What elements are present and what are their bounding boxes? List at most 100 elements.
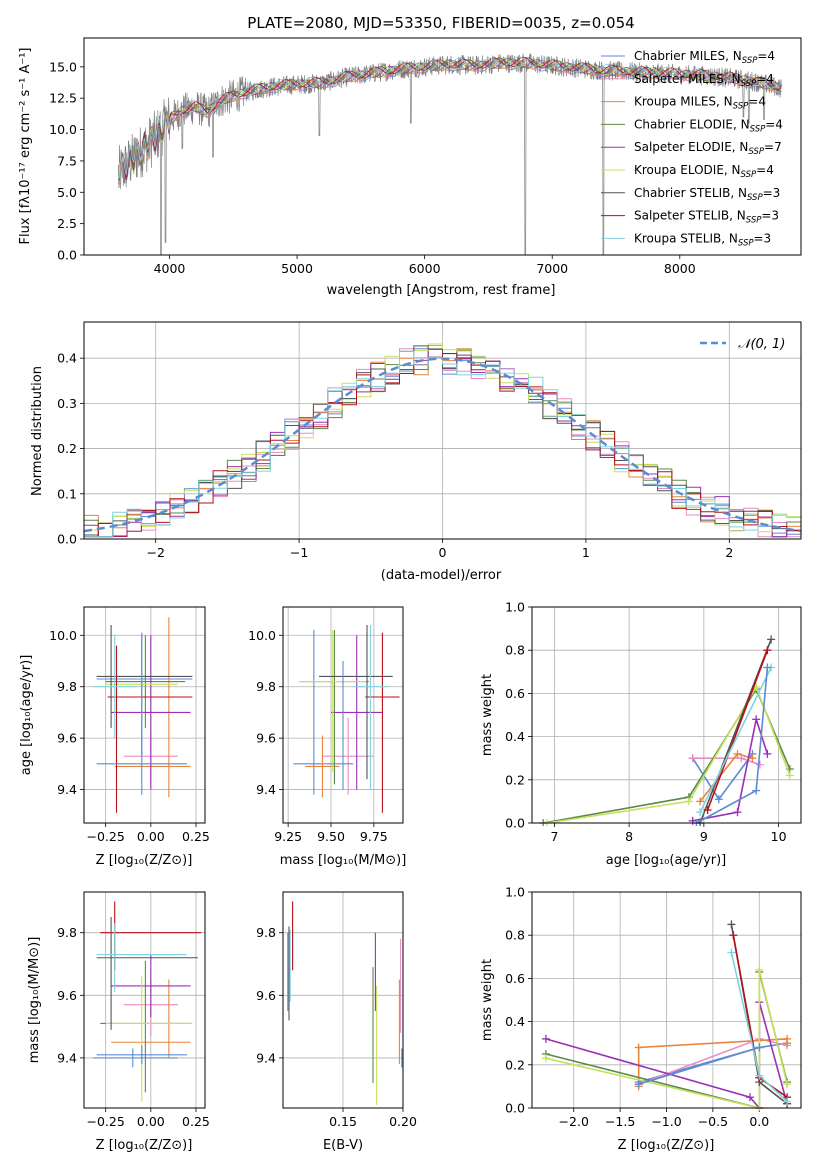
z-weight-xtick-label: −0.5 xyxy=(698,1114,728,1129)
age-weight-series-8 xyxy=(706,649,769,811)
z-weight-ytick-label: 0.0 xyxy=(505,1101,525,1116)
ebv-mass-ytick-label: 9.4 xyxy=(256,1050,276,1065)
legend-label-rest: =4 xyxy=(757,49,775,63)
spectrum-ytick-label: 0.0 xyxy=(57,248,77,263)
z-age-ytick-label: 9.4 xyxy=(57,782,77,797)
legend-subscript: SSP xyxy=(741,170,757,180)
legend-label-4: Chabrier ELODIE, NSSP=4 xyxy=(634,117,783,134)
legend-label-9: Kroupa STELIB, NSSP=3 xyxy=(634,231,771,248)
ebv-mass-xtick-label: 0.15 xyxy=(329,1114,357,1129)
spectrum-ytick-label: 12.5 xyxy=(49,91,77,106)
mass-age-ytick-label: 9.6 xyxy=(256,731,276,746)
age-weight-xtick-label: 8 xyxy=(625,829,633,844)
legend-label-rest: =4 xyxy=(765,117,783,131)
z-mass-axes xyxy=(83,891,206,1109)
age-weight-xtick-label: 10 xyxy=(771,829,787,844)
z-age-xtick-label: 0.00 xyxy=(137,829,165,844)
residuals-xtick-label: −2 xyxy=(146,545,164,560)
residuals-ytick-label: 0.1 xyxy=(57,486,77,501)
spectrum-xtick-label: 5000 xyxy=(281,261,313,276)
ebv-mass-axes xyxy=(282,891,404,1109)
z-age-xtick-label: 0.25 xyxy=(182,829,210,844)
legend-subscript: SSP xyxy=(747,193,763,203)
spectrum-ytick-label: 15.0 xyxy=(49,59,77,74)
age-weight-marks xyxy=(539,635,794,826)
spectrum-xtick-label: 8000 xyxy=(664,261,696,276)
histogram-step-9 xyxy=(84,350,801,538)
legend-label-rest: =3 xyxy=(761,209,779,223)
legend-label-6: Kroupa ELODIE, NSSP=4 xyxy=(634,163,774,180)
mass-age-xtick-label: 9.50 xyxy=(317,829,345,844)
mass-age-ytick-label: 9.4 xyxy=(256,782,276,797)
legend-subscript: SSP xyxy=(738,238,754,248)
legend-label-rest: =4 xyxy=(756,72,774,86)
legend-label-rest: =4 xyxy=(756,163,774,177)
age-weight-ytick-label: 0.4 xyxy=(505,729,525,744)
z-weight-ytick-label: 0.4 xyxy=(505,1014,525,1029)
z-weight-ytick-label: 1.0 xyxy=(505,885,525,900)
residuals-xtick-label: 0 xyxy=(439,545,447,560)
residuals-axes xyxy=(83,321,802,540)
z-weight-xtick-label: −1.0 xyxy=(651,1114,681,1129)
age-weight-xtick-label: 7 xyxy=(550,829,558,844)
residuals-xlabel: (data-model)/error xyxy=(381,568,502,583)
residuals-ytick-label: 0.0 xyxy=(57,532,77,547)
ebv-mass-ytick-label: 9.8 xyxy=(256,925,276,940)
z-mass-ytick-label: 9.4 xyxy=(57,1050,77,1065)
mass-age-marks xyxy=(293,625,400,813)
legend-subscript: SSP xyxy=(746,216,762,226)
spectrum-title: PLATE=2080, MJD=53350, FIBERID=0035, z=0… xyxy=(247,14,634,32)
model-fit-line-4 xyxy=(117,58,782,185)
z-age-ylabel: age [log₁₀(age/yr)] xyxy=(19,655,34,776)
spectrum-xtick-label: 7000 xyxy=(536,261,568,276)
z-age-panel: −0.25 0.00 0.25 9.4 9.6 9.8 10.0 Z [log₁₀(Z/Z⊙… xyxy=(19,606,210,868)
z-weight-series-10 xyxy=(638,1046,760,1085)
z-age-marks xyxy=(93,617,193,813)
z-weight-xtick-label: 0.0 xyxy=(749,1114,769,1129)
residuals-legend: 𝒩(0, 1) xyxy=(700,337,785,352)
age-weight-ytick-label: 0.6 xyxy=(505,686,525,701)
spectrum-ytick-label: 10.0 xyxy=(49,122,77,137)
spectrum-panel: PLATE=2080, MJD=53350, FIBERID=0035, z=0… xyxy=(18,14,802,298)
model-fit-line-8 xyxy=(118,56,782,185)
residuals-ytick-label: 0.2 xyxy=(57,441,77,456)
mass-age-ytick-label: 9.8 xyxy=(256,679,276,694)
z-mass-ytick-label: 9.8 xyxy=(57,925,77,940)
model-fit-line-9 xyxy=(117,56,782,186)
legend-subscript: SSP xyxy=(733,102,749,112)
age-weight-ytick-label: 0.2 xyxy=(505,772,525,787)
model-fit-line-5 xyxy=(117,58,782,181)
legend-label-2: Salpeter MILES, NSSP=4 xyxy=(634,72,774,89)
age-weight-ytick-label: 0.8 xyxy=(505,643,525,658)
mass-age-xtick-label: 9.25 xyxy=(274,829,302,844)
z-mass-marks xyxy=(93,901,202,1102)
legend-label-1: Chabrier MILES, NSSP=4 xyxy=(634,49,775,66)
spectrum-ytick-label: 5.0 xyxy=(57,185,77,200)
legend-subscript: SSP xyxy=(741,79,757,89)
spectrum-xtick-label: 6000 xyxy=(409,261,441,276)
z-age-ytick-label: 10.0 xyxy=(49,628,77,643)
z-mass-panel: −0.25 0.00 0.25 9.4 9.6 9.8 Z [log₁₀(Z/Z⊙)] m… xyxy=(27,891,210,1153)
age-weight-panel: 7 8 9 10 0.0 0.2 0.4 0.6 0.8 1.0 age [log₁₀(age/y… xyxy=(480,600,802,868)
mass-age-xtick-label: 9.75 xyxy=(360,829,388,844)
z-weight-ytick-label: 0.6 xyxy=(505,971,525,986)
residuals-xtick-label: 1 xyxy=(582,545,590,560)
z-weight-ylabel: mass weight xyxy=(480,959,495,1041)
mass-age-axes xyxy=(282,606,404,824)
z-weight-xlabel: Z [log₁₀(Z/Z⊙)] xyxy=(618,1138,715,1153)
age-weight-series-9 xyxy=(699,667,772,813)
residuals-ylabel: Normed distribution xyxy=(30,366,45,496)
z-weight-xtick-label: −1.5 xyxy=(605,1114,635,1129)
z-weight-series-6 xyxy=(545,969,788,1110)
residuals-hist xyxy=(84,343,801,538)
z-weight-ytick-label: 0.8 xyxy=(505,928,525,943)
residuals-xtick-label: 2 xyxy=(725,545,733,560)
residuals-xtick-label: −1 xyxy=(290,545,308,560)
legend-subscript: SSP xyxy=(748,147,764,157)
age-weight-xtick-label: 9 xyxy=(700,829,708,844)
z-weight-panel: −2.0 −1.5 −1.0 −0.5 0.0 0.0 0.2 0.4 0.6 0.8 1.0 Z … xyxy=(480,885,802,1153)
age-weight-axes xyxy=(531,606,802,824)
spectrum-ytick-label: 2.5 xyxy=(57,216,77,231)
legend-subscript: SSP xyxy=(750,124,766,134)
